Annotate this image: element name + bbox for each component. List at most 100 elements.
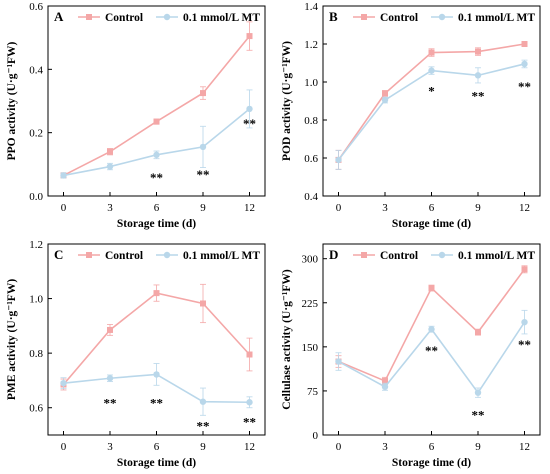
legend-marker (86, 252, 92, 258)
legend-marker (438, 251, 446, 259)
x-tick-label: 12 (244, 202, 255, 214)
panel-c: C 0 3 6 9 12 0.6 0.8 1.0 1.2 Storage time (d) PME a… (6, 239, 266, 469)
x-axis-title: Storage time (d) (117, 218, 196, 230)
x-tick-label: 9 (200, 441, 206, 453)
x-tick-label: 0 (61, 441, 67, 453)
data-point (246, 399, 253, 406)
data-point (106, 163, 114, 170)
x-tick-label: 3 (107, 441, 113, 453)
y-axis-title: PPO activity (U·g⁻¹FW) (6, 41, 18, 160)
panel-d: D 0 3 6 9 12 0 75 150 225 300 Storage time (d) Cellu… (281, 243, 541, 469)
significance-mark: ** (150, 395, 163, 410)
significance-mark: ** (518, 337, 531, 352)
legend-marker (163, 13, 171, 21)
x-tick-label: 12 (519, 202, 530, 214)
x-tick-label: 3 (382, 441, 388, 453)
series-mt (60, 89, 253, 179)
x-tick-label: 9 (475, 441, 481, 453)
series-mt (335, 59, 528, 170)
x-axis-title: Storage time (d) (392, 457, 471, 469)
panel-letter: B (329, 9, 338, 24)
y-tick-label: 150 (302, 342, 319, 354)
data-point (200, 300, 206, 307)
data-point (60, 379, 67, 387)
panel-letter: A (54, 9, 64, 24)
series-line (337, 63, 525, 161)
legend: Control 0.1 mmol/L MT (353, 250, 535, 262)
data-point (521, 318, 528, 326)
data-point (153, 151, 160, 159)
legend-label: Control (380, 250, 418, 262)
x-tick-label: 9 (475, 202, 481, 214)
y-tick-label: 1.2 (29, 239, 43, 251)
data-point (153, 290, 160, 297)
legend-label: 0.1 mmol/L MT (458, 12, 535, 24)
data-point (382, 90, 388, 97)
data-point (246, 33, 253, 40)
significance-mark: ** (243, 116, 256, 131)
data-point (521, 60, 528, 68)
legend-label: 0.1 mmol/L MT (458, 250, 535, 262)
x-tick-label: 9 (200, 202, 206, 214)
legend-marker (86, 14, 92, 20)
data-point (335, 156, 342, 164)
data-point (246, 105, 253, 113)
legend-label: Control (380, 12, 418, 24)
data-point (107, 148, 113, 155)
legend: Control 0.1 mmol/L MT (78, 250, 260, 262)
legend-label: 0.1 mmol/L MT (183, 250, 260, 262)
significance-mark: ** (243, 414, 256, 429)
data-point (60, 172, 67, 179)
data-point (153, 371, 160, 378)
panel-a: A 0 3 6 9 12 0.0 0.2 0.4 0.6 Storage time (d) PPO a… (6, 1, 266, 230)
x-tick-label: 6 (154, 202, 160, 214)
y-tick-label: 0.6 (29, 1, 43, 13)
x-tick-label: 3 (382, 202, 388, 214)
data-point (381, 96, 389, 104)
series-mt (335, 309, 528, 398)
significance-mark: ** (472, 407, 485, 422)
panel-letter: C (54, 247, 63, 262)
data-point (199, 143, 207, 151)
x-tick-label: 6 (154, 441, 160, 453)
y-tick-label: 1.0 (29, 294, 43, 306)
x-tick-label: 12 (244, 441, 255, 453)
y-tick-label: 0.6 (29, 403, 43, 415)
y-tick-label: 225 (302, 298, 319, 310)
y-tick-label: 0.4 (304, 191, 318, 203)
legend-marker (163, 251, 171, 259)
x-tick-label: 3 (107, 202, 113, 214)
data-point (381, 383, 389, 391)
legend: Control 0.1 mmol/L MT (78, 12, 260, 24)
significance-mark: ** (518, 79, 531, 94)
x-tick-label: 6 (429, 441, 435, 453)
data-point (106, 375, 114, 382)
data-point (474, 72, 482, 79)
significance-mark: ** (197, 418, 210, 433)
panel-letter: D (329, 247, 338, 262)
significance-mark: ** (472, 88, 485, 103)
y-tick-label: 0.2 (29, 128, 43, 140)
data-point (428, 49, 435, 56)
x-tick-label: 0 (336, 441, 342, 453)
data-point (474, 389, 482, 396)
y-tick-label: 0.8 (304, 115, 318, 127)
series-control (335, 41, 528, 170)
y-tick-label: 0.4 (29, 64, 43, 76)
x-axis-title: Storage time (d) (117, 457, 196, 469)
x-tick-label: 12 (519, 441, 530, 453)
data-point (475, 48, 481, 55)
y-tick-label: 75 (307, 386, 319, 398)
y-tick-label: 0 (313, 430, 319, 442)
series-control (335, 265, 528, 385)
legend: Control 0.1 mmol/L MT (353, 12, 535, 24)
data-point (246, 351, 253, 358)
data-point (428, 285, 435, 292)
y-axis-title: PME activity (U·g⁻¹FW) (6, 279, 18, 400)
data-point (382, 377, 388, 384)
x-tick-label: 6 (429, 202, 435, 214)
series-line (337, 43, 525, 161)
x-tick-label: 0 (336, 202, 342, 214)
data-point (200, 90, 206, 97)
